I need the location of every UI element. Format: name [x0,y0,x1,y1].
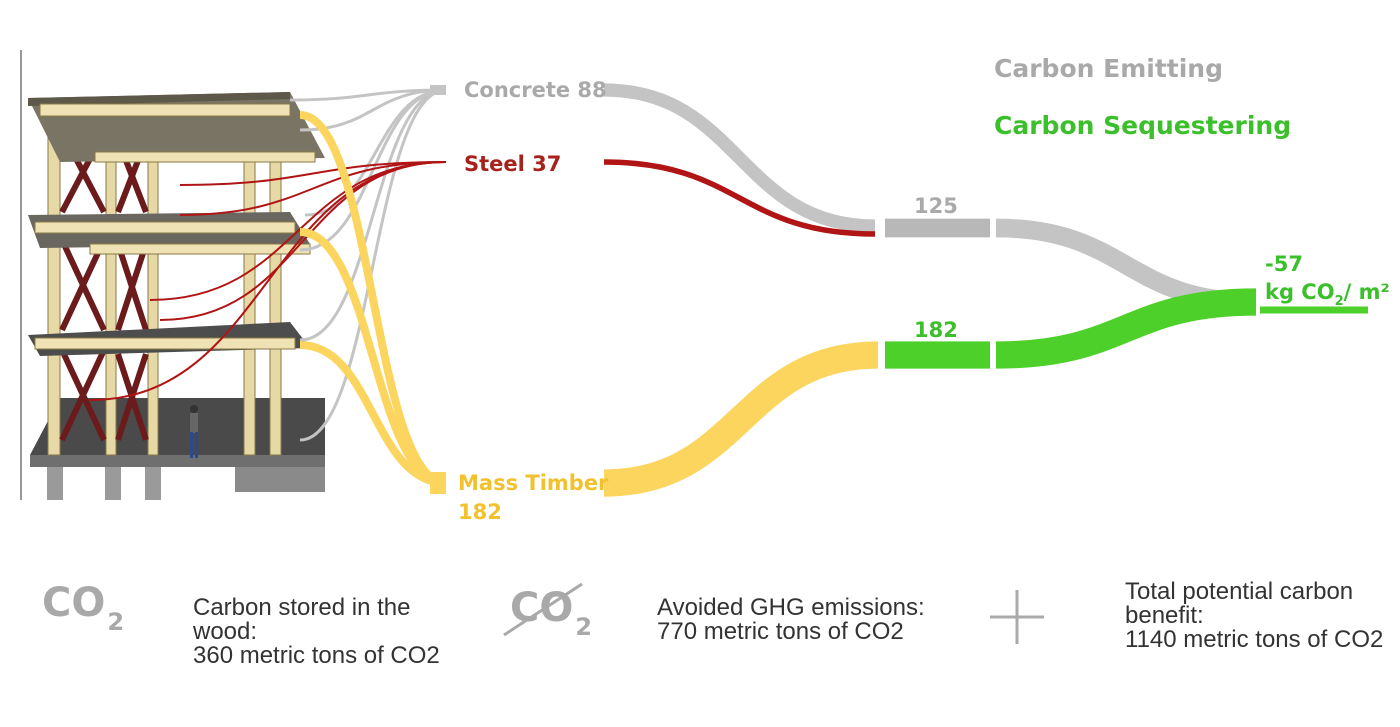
steel-source-link [179,161,447,186]
strike-line [503,582,583,637]
concrete-source-link [299,88,447,252]
total-benefit-text: Total potential carbon benefit: 1140 met… [1125,578,1384,653]
net-value-label: -57 [1265,252,1303,276]
plus-icon [990,590,1044,644]
legend-carbon-emitting: Carbon Emitting [994,54,1223,83]
concrete-flow [603,83,876,233]
mass-timber-label: Mass Timber [458,471,609,495]
steel-label: Steel 37 [464,152,562,176]
concrete-label: Concrete 88 [464,78,607,102]
steel-source-link [159,161,447,321]
person-figure [190,405,198,458]
sequestering-to-net-flow [995,288,1257,369]
building-illustration [20,50,325,500]
co2-icon: CO2 [42,580,125,636]
steel-source-link [179,161,447,216]
steel-flow [603,159,876,237]
steel-source-link [149,161,447,301]
net-unit-label: kg CO2/ m² [1265,280,1390,309]
legend-carbon-sequestering: Carbon Sequestering [994,111,1292,140]
sequestering-total-label: 182 [914,318,958,342]
flow-layer [89,83,1368,497]
stored-carbon-text: Carbon stored in the wood: 360 metric to… [193,594,440,669]
timber-flow [603,341,879,497]
timber-source-link [299,341,447,487]
emitting-total-label: 125 [914,194,958,218]
timber-source-link [299,228,447,487]
avoided-emissions-text: Avoided GHG emissions: 770 metric tons o… [657,594,925,645]
mass-timber-value: 182 [458,500,502,524]
concrete-source-link [299,88,447,342]
timber-source-link [299,111,447,487]
concrete-source-link [299,88,447,442]
